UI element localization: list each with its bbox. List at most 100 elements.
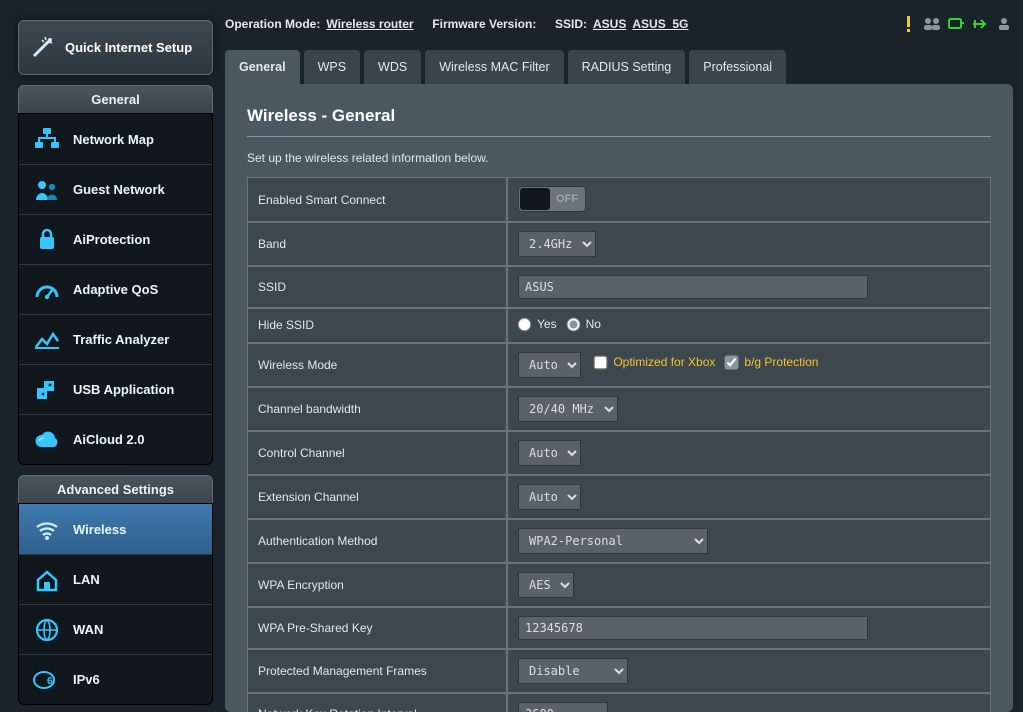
ssid-value-2[interactable]: ASUS_5G xyxy=(632,17,688,31)
label-control-channel: Control Channel xyxy=(247,431,507,475)
sidebar-item-ipv6[interactable]: 6 IPv6 xyxy=(19,654,212,704)
row-extension-channel: Extension Channel Auto xyxy=(247,475,991,519)
radio-hide-ssid-no-label[interactable]: No xyxy=(567,317,601,331)
guest-network-icon xyxy=(33,176,61,204)
row-wpa-psk: WPA Pre-Shared Key xyxy=(247,607,991,649)
input-wpa-psk[interactable] xyxy=(518,616,868,640)
select-extension-channel[interactable]: Auto xyxy=(518,484,581,510)
label-wpa-psk: WPA Pre-Shared Key xyxy=(247,607,507,649)
row-band: Band 2.4GHz xyxy=(247,222,991,266)
select-wireless-mode[interactable]: Auto xyxy=(518,352,581,378)
sidebar-item-guest-network[interactable]: Guest Network xyxy=(19,164,212,214)
sidebar-item-label: IPv6 xyxy=(73,672,100,687)
input-ssid[interactable] xyxy=(518,275,868,299)
ssid-label: SSID: xyxy=(555,17,587,31)
sidebar-item-label: Wireless xyxy=(73,522,126,537)
wireless-icon xyxy=(33,515,61,543)
sidebar-item-label: Traffic Analyzer xyxy=(73,332,169,347)
sidebar-item-aiprotection[interactable]: AiProtection xyxy=(19,214,212,264)
aiprotection-icon xyxy=(33,226,61,254)
row-rekey-interval: Network Key Rotation Interval xyxy=(247,693,991,712)
panel-wireless-general: Wireless - General Set up the wireless r… xyxy=(225,84,1013,712)
sidebar-item-label: Guest Network xyxy=(73,182,165,197)
row-authentication-method: Authentication Method WPA2-Personal xyxy=(247,519,991,563)
row-ssid: SSID xyxy=(247,266,991,308)
sidebar-item-label: Adaptive QoS xyxy=(73,282,158,297)
tab-radius[interactable]: RADIUS Setting xyxy=(568,50,686,84)
sidebar-item-network-map[interactable]: Network Map xyxy=(19,114,212,164)
svg-text:6: 6 xyxy=(47,676,53,687)
radio-hide-ssid-yes[interactable] xyxy=(518,317,532,331)
select-wpa-encryption[interactable]: AES xyxy=(518,572,574,598)
label-band: Band xyxy=(247,222,507,266)
alert-icon[interactable] xyxy=(899,16,917,32)
sidebar-item-traffic-analyzer[interactable]: Traffic Analyzer xyxy=(19,314,212,364)
input-rekey-interval[interactable] xyxy=(518,702,608,712)
sidebar-item-usb-application[interactable]: USB Application xyxy=(19,364,212,414)
internet-status-icon[interactable] xyxy=(947,16,965,32)
toggle-smart-connect-state: OFF xyxy=(550,193,584,205)
select-control-channel[interactable]: Auto xyxy=(518,440,581,466)
row-channel-bandwidth: Channel bandwidth 20/40 MHz xyxy=(247,387,991,431)
sidebar: Quick Internet Setup General Network Map… xyxy=(18,20,213,705)
sidebar-item-wireless[interactable]: Wireless xyxy=(19,504,212,554)
traffic-analyzer-icon xyxy=(33,326,61,354)
sidebar-item-adaptive-qos[interactable]: Adaptive QoS xyxy=(19,264,212,314)
sidebar-item-label: AiProtection xyxy=(73,232,150,247)
select-authentication-method[interactable]: WPA2-Personal xyxy=(518,528,708,554)
section-title-general: General xyxy=(18,85,213,113)
network-map-icon xyxy=(33,125,61,153)
aicloud-icon xyxy=(33,426,61,454)
label-wpa-encryption: WPA Encryption xyxy=(247,563,507,607)
select-pmf[interactable]: Disable xyxy=(518,658,628,684)
divider xyxy=(247,136,991,137)
sidebar-item-label: LAN xyxy=(73,572,100,587)
sidebar-item-label: AiCloud 2.0 xyxy=(73,432,145,447)
checkbox-bg-protection[interactable] xyxy=(725,355,739,369)
row-smart-connect: Enabled Smart Connect OFF xyxy=(247,177,991,222)
section-title-advanced: Advanced Settings xyxy=(18,475,213,503)
row-wpa-encryption: WPA Encryption AES xyxy=(247,563,991,607)
checkbox-bg-protection-label[interactable]: b/g Protection xyxy=(725,355,818,369)
toggle-smart-connect[interactable]: OFF xyxy=(518,186,586,212)
sidebar-item-wan[interactable]: WAN xyxy=(19,604,212,654)
usb-icon[interactable] xyxy=(971,16,989,32)
lan-icon xyxy=(33,566,61,594)
row-pmf: Protected Management Frames Disable xyxy=(247,649,991,693)
tab-professional[interactable]: Professional xyxy=(689,50,786,84)
sidebar-item-label: Network Map xyxy=(73,132,154,147)
top-status-bar: Operation Mode: Wireless router Firmware… xyxy=(225,15,1013,33)
operation-mode-value[interactable]: Wireless router xyxy=(326,17,413,31)
quick-internet-setup-button[interactable]: Quick Internet Setup xyxy=(18,20,213,75)
checkbox-optimized-xbox-label[interactable]: Optimized for Xbox xyxy=(594,355,715,369)
adaptive-qos-icon xyxy=(33,276,61,304)
usb-application-icon xyxy=(33,376,61,404)
firmware-version-label: Firmware Version: xyxy=(432,17,536,31)
row-hide-ssid: Hide SSID Yes No xyxy=(247,308,991,343)
checkbox-optimized-xbox[interactable] xyxy=(594,355,608,369)
user-icon[interactable] xyxy=(995,16,1013,32)
clients-icon[interactable] xyxy=(923,16,941,32)
page-title: Wireless - General xyxy=(247,106,991,126)
sidebar-item-label: USB Application xyxy=(73,382,174,397)
tab-general[interactable]: General xyxy=(225,50,300,84)
operation-mode-label: Operation Mode: xyxy=(225,17,320,31)
tab-macfilter[interactable]: Wireless MAC Filter xyxy=(425,50,563,84)
select-band[interactable]: 2.4GHz xyxy=(518,231,596,257)
label-ssid: SSID xyxy=(247,266,507,308)
radio-hide-ssid-no[interactable] xyxy=(566,317,580,331)
row-control-channel: Control Channel Auto xyxy=(247,431,991,475)
tab-wps[interactable]: WPS xyxy=(304,50,360,84)
label-channel-bandwidth: Channel bandwidth xyxy=(247,387,507,431)
sidebar-item-aicloud[interactable]: AiCloud 2.0 xyxy=(19,414,212,464)
sidebar-item-lan[interactable]: LAN xyxy=(19,554,212,604)
radio-hide-ssid-yes-label[interactable]: Yes xyxy=(518,317,557,331)
tab-wds[interactable]: WDS xyxy=(364,50,421,84)
ssid-value-1[interactable]: ASUS xyxy=(593,17,626,31)
select-channel-bandwidth[interactable]: 20/40 MHz xyxy=(518,396,618,422)
settings-table: Enabled Smart Connect OFF Band 2.4GHz SS… xyxy=(247,177,991,712)
row-wireless-mode: Wireless Mode Auto Optimized for Xbox b/… xyxy=(247,343,991,387)
tab-bar: GeneralWPSWDSWireless MAC FilterRADIUS S… xyxy=(225,50,1013,84)
label-pmf: Protected Management Frames xyxy=(247,649,507,693)
quick-internet-setup-label: Quick Internet Setup xyxy=(65,40,192,56)
